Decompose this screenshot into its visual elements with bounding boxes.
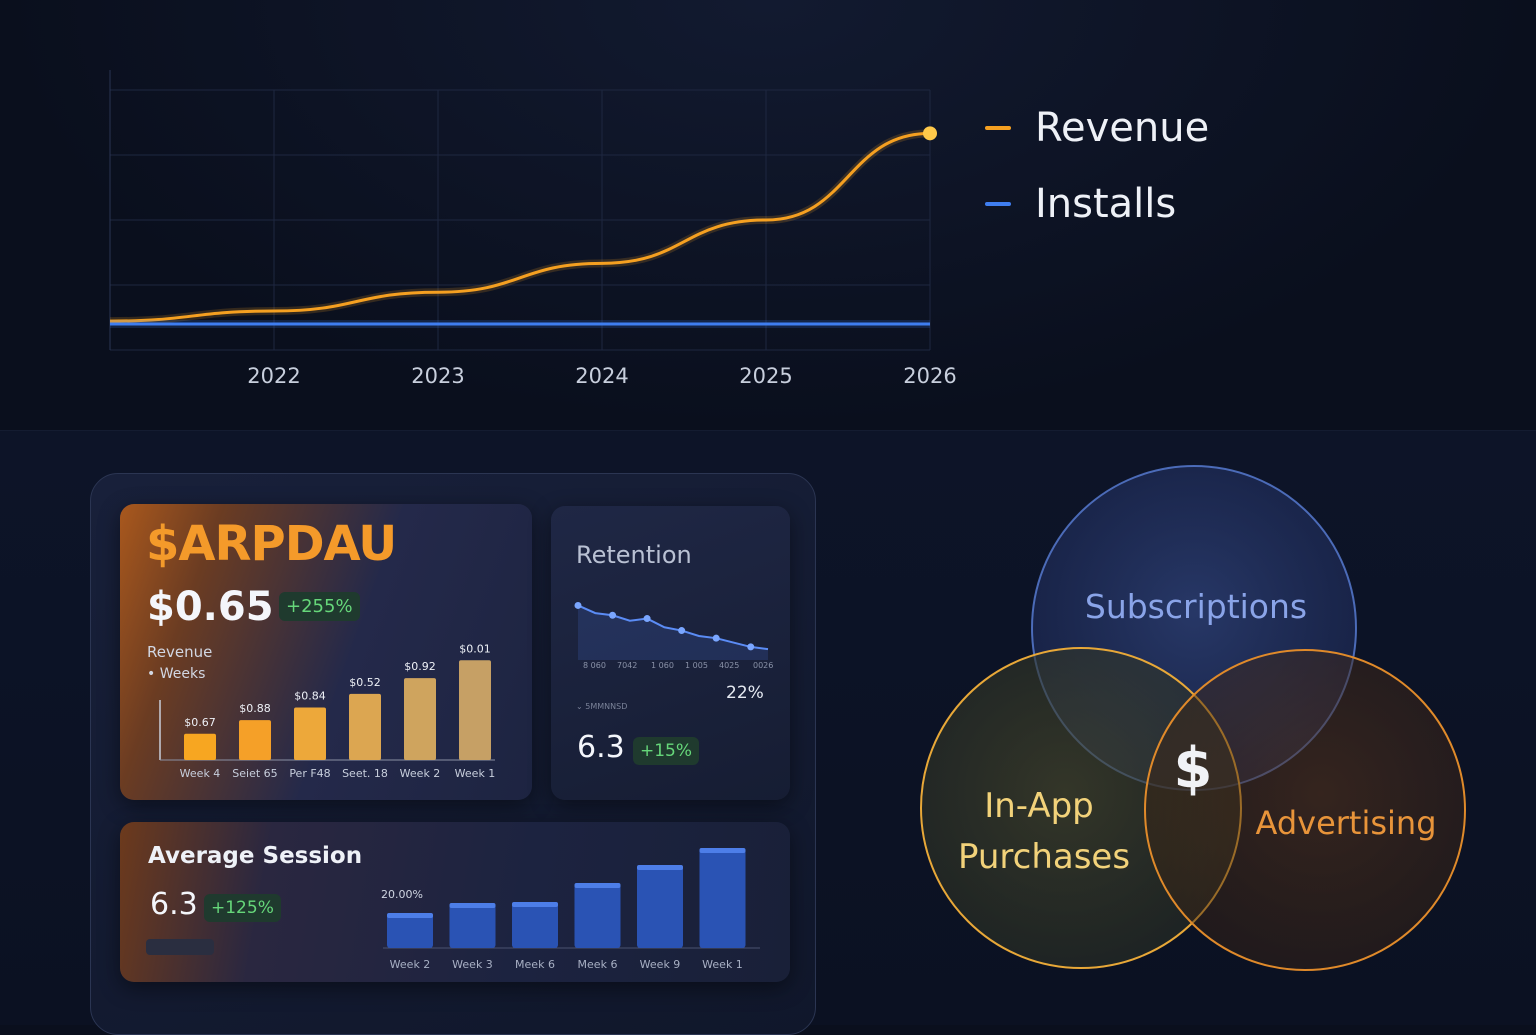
arpdau-category-label: Per F48 [289,767,330,780]
x-tick-label: 2026 [903,364,956,388]
blurred-placeholder [146,939,214,955]
arpdau-category-label: Week 1 [455,767,496,780]
arpdau-change-badge: +255% [279,592,360,621]
session-bar-cap [449,903,496,908]
retention-point [574,601,582,609]
retention-point [747,643,755,651]
session-bar [637,865,683,948]
arpdau-category-label: Seet. 18 [342,767,388,780]
x-tick-label: 2022 [247,364,300,388]
arpdau-value-label: $0.01 [459,642,491,655]
arpdau-weeks-label: • Weeks [147,666,206,682]
series-glow-revenue [109,129,931,326]
arpdau-category-label: Week 4 [180,767,221,780]
session-category-label: Week 3 [452,958,493,971]
average-session-title: Average Session [148,843,363,869]
retention-change-badge: +15% [633,737,700,765]
arpdau-bar [294,707,326,760]
arpdau-category-label: Seiet 65 [232,767,277,780]
retention-point [643,615,651,623]
venn-label-purchases: Purchases [958,837,1130,877]
arpdau-bar [184,733,216,760]
arpdau-value-label: $0.92 [404,660,436,673]
arpdau-value-label: $0.84 [294,690,326,703]
retention-x-label: 4025 [719,661,739,670]
retention-point [678,627,686,635]
retention-x-label: 1 060 [651,661,674,670]
session-bar [699,848,746,948]
session-bar [512,902,558,948]
x-tick-label: 2025 [739,364,792,388]
session-bar-cap [512,902,558,907]
session-category-label: Meek 6 [578,958,618,971]
retention-x-label: 0026 [753,661,773,670]
retention-point [712,634,720,642]
arpdau-title: $ARPDAU [146,516,397,572]
arpdau-bar [459,660,491,760]
retention-line-chart: 8 060 7042 1 060 1 005 4025 0026 ⌄ 5MMNNSD [574,601,773,711]
retention-value: 6.3 [577,730,625,765]
retention-x-label: 8 060 [583,661,606,670]
arpdau-bar-chart: $0.67 Week 4 $0.88 Seiet 65 $0.84 Per F48 $0.5… [159,642,496,780]
monetization-venn-diagram: Subscriptions In-App Purchases Advertisi… [920,465,1466,971]
x-tick-label: 2023 [411,364,464,388]
arpdau-value-label: $0.52 [349,676,381,689]
session-category-label: Week 2 [390,958,431,971]
arpdau-bar [349,693,381,760]
revenue-swatch [985,126,1011,130]
revenue-installs-panel [0,0,1536,430]
chart-legend: Revenue Installs [985,90,1209,242]
venn-label-in-app: In-App [984,786,1094,826]
arpdau-category-label: Week 2 [400,767,441,780]
session-category-label: Meek 6 [515,958,555,971]
venn-label-subscriptions: Subscriptions [1085,587,1307,626]
retention-area [578,605,768,660]
session-bar-cap [699,848,746,853]
legend-item-revenue[interactable]: Revenue [985,90,1209,166]
arpdau-bar [239,720,271,760]
retention-percent: 22% [726,683,764,703]
arpdau-revenue-label: Revenue [147,643,213,661]
session-category-label: Week 9 [640,958,681,971]
session-bar-cap [574,883,621,888]
session-bar [387,913,433,948]
arpdau-bar [404,678,436,760]
arpdau-value-label: $0.67 [184,716,216,729]
session-bar [449,903,496,948]
retention-point [609,611,617,619]
average-session-change-badge: +125% [204,894,281,922]
x-tick-label: 2024 [575,364,628,388]
dollar-icon: $ [1174,736,1213,801]
legend-label-revenue: Revenue [1035,105,1210,151]
legend-label-installs: Installs [1035,181,1177,227]
legend-item-installs[interactable]: Installs [985,166,1209,242]
venn-circle-advertising[interactable] [1144,649,1466,971]
arpdau-value: $0.65 [147,584,274,630]
average-session-value: 6.3 [150,887,198,922]
revenue-installs-chart: 2022 2023 2024 2025 2026 [109,70,957,388]
arpdau-value-label: $0.88 [239,702,271,715]
session-bar-cap [387,913,433,918]
session-category-label: Week 1 [702,958,743,971]
retention-footnote: ⌄ 5MMNNSD [576,702,627,711]
session-bar-chart: 20.00% Week 2 Week 3 Meek 6 Meek 6 Week 9 Week… [381,848,760,971]
retention-title: Retention [576,541,692,569]
series-line-revenue [109,131,931,323]
retention-x-label: 7042 [617,661,637,670]
session-bar [574,883,621,948]
session-bar-cap [637,865,683,870]
session-axis-label: 20.00% [381,888,423,901]
venn-label-advertising: Advertising [1255,804,1436,842]
retention-x-label: 1 005 [685,661,708,670]
revenue-end-point [923,126,937,141]
installs-swatch [985,202,1011,206]
